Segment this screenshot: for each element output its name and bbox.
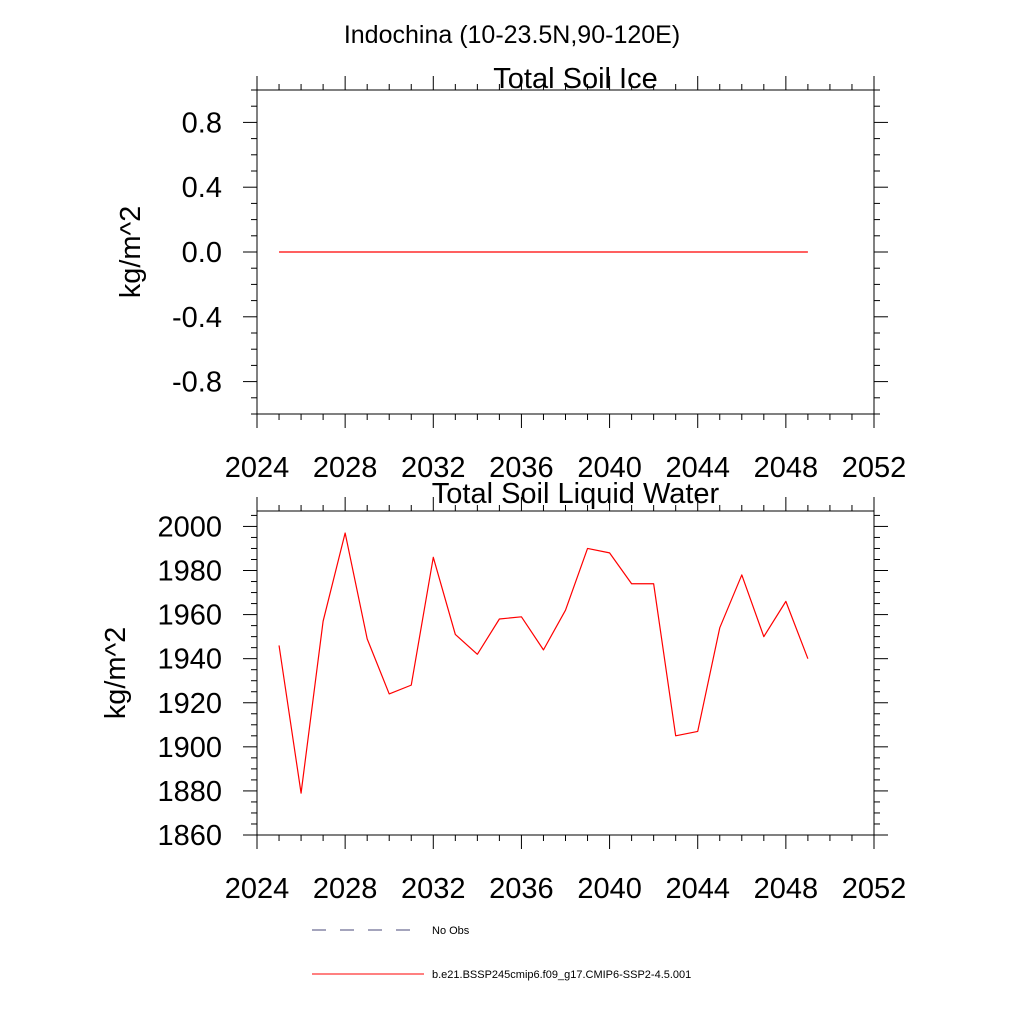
- x-tick-label: 2044: [665, 452, 730, 484]
- panel-title: Total Soil Ice: [493, 63, 657, 95]
- y-tick-label: 1980: [157, 556, 222, 588]
- figure-title: Indochina (10-23.5N,90-120E): [344, 21, 680, 49]
- y-tick-label: 1920: [157, 688, 222, 720]
- y-tick-label: 0.0: [182, 237, 222, 269]
- y-tick-label: 1900: [157, 732, 222, 764]
- x-tick-label: 2028: [313, 452, 378, 484]
- y-tick-label: 1880: [157, 776, 222, 808]
- panel-1: Total Soil Ice kg/m^2 2024 2028 2032 2036 2040…: [115, 63, 906, 484]
- x-tick-label: 2024: [225, 452, 290, 484]
- x-tick-label: 2048: [754, 873, 819, 905]
- panel-title: Total Soil Liquid Water: [432, 478, 720, 510]
- x-tick-label: 2040: [577, 873, 642, 905]
- series-line-1: [278, 532, 809, 794]
- x-tick-label: 2028: [313, 873, 378, 905]
- y-axis-label: kg/m^2: [100, 627, 132, 720]
- x-tick-label: 2048: [754, 452, 819, 484]
- x-tick-label: 2052: [842, 873, 907, 905]
- x-tick-label: 2024: [225, 873, 290, 905]
- y-tick-label: 0.4: [182, 172, 222, 204]
- x-tick-label: 2052: [842, 452, 907, 484]
- plot-frame: [256, 510, 875, 836]
- x-tick-label: 2032: [401, 873, 466, 905]
- x-tick-label: 2036: [489, 873, 554, 905]
- y-tick-label: 2000: [157, 511, 222, 543]
- legend-label-no-obs: No Obs: [432, 925, 470, 937]
- y-tick-label: 1960: [157, 600, 222, 632]
- x-tick-label: 2040: [577, 452, 642, 484]
- x-tick-label: 2044: [665, 873, 730, 905]
- y-tick-label: -0.8: [172, 367, 222, 399]
- x-tick-label: 2032: [401, 452, 466, 484]
- y-tick-label: 1860: [157, 820, 222, 852]
- x-tick-label: 2036: [489, 452, 554, 484]
- legend-label-model: b.e21.BSSP245cmip6.f09_g17.CMIP6-SSP2-4.…: [432, 969, 691, 981]
- y-tick-label: 1940: [157, 644, 222, 676]
- y-tick-label: -0.4: [172, 302, 222, 334]
- legend: No Obs b.e21.BSSP245cmip6.f09_g17.CMIP6-…: [312, 925, 691, 981]
- y-tick-label: 0.8: [182, 107, 222, 139]
- panel-2: Total Soil Liquid Water kg/m^2 2024 2028 203…: [100, 478, 906, 905]
- y-axis-label: kg/m^2: [115, 206, 147, 299]
